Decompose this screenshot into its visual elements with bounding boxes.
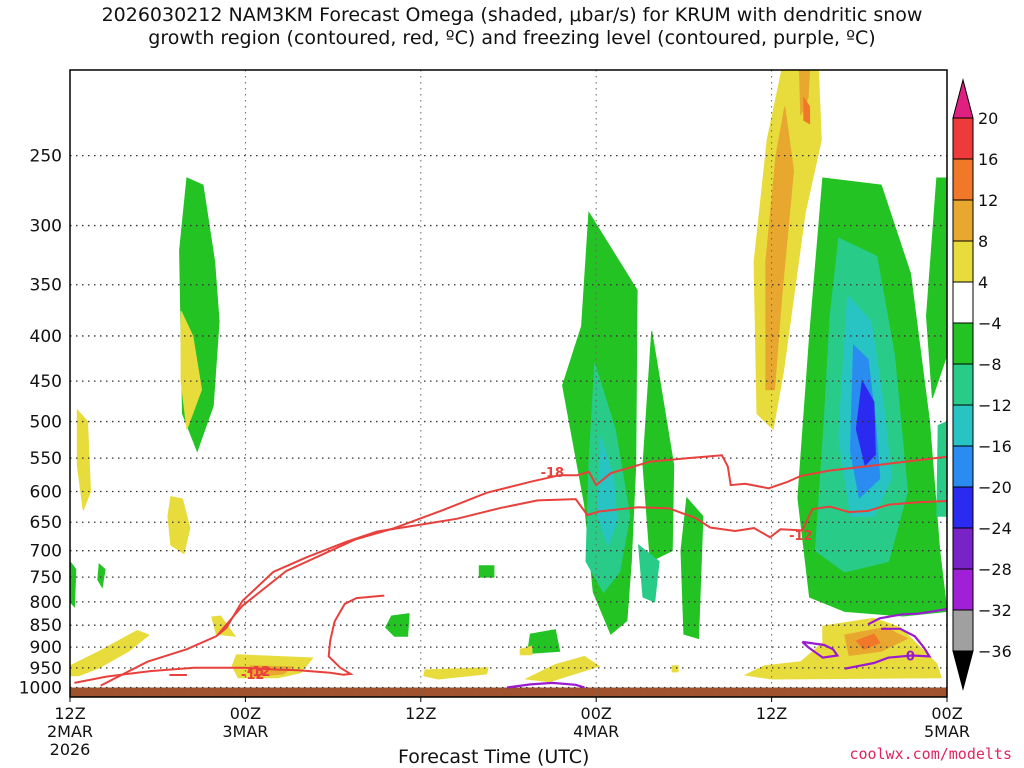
omega-shaded-region	[423, 667, 489, 680]
colorbar-box	[952, 609, 974, 652]
colorbar-tick-label: −8	[978, 355, 1002, 374]
time-tick-date: 4MAR	[573, 722, 619, 741]
omega-shaded-region	[638, 544, 660, 603]
colorbar-tick-label: 4	[978, 273, 988, 292]
pressure-tick-label: 750	[30, 568, 62, 588]
time-tick-date: 2MAR	[47, 722, 93, 741]
dgz-contour-label: -12	[789, 529, 813, 544]
pressure-tick-label: 700	[30, 542, 62, 562]
chart-title-line-1: 2026030212 NAM3KM Forecast Omega (shaded…	[101, 4, 923, 26]
dgz-contour	[100, 498, 948, 687]
omega-shaded-region	[925, 177, 948, 398]
pressure-tick-label: 850	[30, 616, 62, 636]
colorbar-tick-label: 8	[978, 232, 988, 251]
time-tick-label: 12Z	[54, 704, 85, 723]
colorbar-tick-label: −4	[978, 314, 1002, 333]
colorbar-box	[952, 568, 974, 611]
ground-surface	[70, 687, 947, 697]
omega-shaded-region	[180, 310, 203, 430]
freezing-contour-label: 0	[906, 650, 915, 665]
omega-shaded-region	[385, 613, 410, 637]
pressure-tick-label: 450	[30, 372, 62, 392]
pressure-tick-label: 800	[30, 593, 62, 613]
dgz-contour-label: -12	[241, 668, 265, 683]
colorbar-bottom-arrow	[952, 650, 974, 691]
time-tick-label: 12Z	[756, 704, 787, 723]
colorbar-tick-label: −12	[978, 396, 1012, 415]
plot-frame	[69, 69, 948, 698]
colorbar-box	[952, 240, 974, 283]
time-tick-label: 00Z	[931, 704, 962, 723]
freezing-level-contour	[506, 681, 585, 689]
pressure-tick-label: 950	[30, 659, 62, 679]
colorbar-tick-label: 16	[978, 150, 998, 169]
pressure-tick-label: 650	[30, 513, 62, 533]
colorbar-box	[952, 322, 974, 365]
omega-shaded-region	[642, 331, 675, 563]
omega-shaded-region	[211, 615, 237, 637]
omega-shaded-region	[671, 665, 679, 673]
time-tick-year: 2026	[50, 740, 91, 759]
time-tick-date: 3MAR	[222, 722, 268, 741]
time-tick-label: 00Z	[230, 704, 261, 723]
colorbar-tick-label: 12	[978, 191, 998, 210]
colorbar-box	[952, 117, 974, 160]
time-tick-label: 12Z	[405, 704, 436, 723]
pressure-tick-label: 900	[30, 638, 62, 658]
pressure-tick-label: 400	[30, 327, 62, 347]
pressure-tick-label: 500	[30, 413, 62, 433]
omega-shaded-region	[680, 496, 704, 640]
freezing-level-contour	[867, 607, 948, 626]
freezing-level-contour	[844, 627, 932, 670]
colorbar-box	[952, 281, 974, 324]
colorbar-box	[952, 527, 974, 570]
x-axis-label: Forecast Time (UTC)	[398, 746, 590, 768]
colorbar-box	[952, 199, 974, 242]
omega-shaded-region	[519, 645, 533, 656]
colorbar-tick-label: −24	[978, 519, 1012, 538]
colorbar-box	[952, 363, 974, 406]
colorbar-tick-label: −28	[978, 560, 1012, 579]
chart-title: 2026030212 NAM3KM Forecast Omega (shaded…	[0, 4, 1024, 50]
credit-text: coolwx.com/modelts	[849, 745, 1012, 763]
colorbar-top-arrow	[952, 78, 974, 119]
colorbar-box	[952, 404, 974, 447]
pressure-tick-label: 550	[30, 449, 62, 469]
omega-shaded-region	[524, 655, 601, 683]
dgz-contour-label: -12	[247, 665, 271, 680]
pressure-tick-label: 300	[30, 217, 62, 237]
omega-shaded-region	[167, 495, 191, 555]
colorbar-box	[952, 486, 974, 529]
colorbar-tick-label: −36	[978, 642, 1012, 661]
colorbar-tick-label: −16	[978, 437, 1012, 456]
chart-title-line-2: growth region (contoured, red, ºC) and f…	[148, 27, 876, 49]
colorbar-box	[952, 445, 974, 488]
pressure-tick-label: 1000	[19, 679, 62, 699]
time-tick-label: 00Z	[581, 704, 612, 723]
colorbar-tick-label: −32	[978, 601, 1012, 620]
pressure-tick-label: 350	[30, 276, 62, 296]
omega-shaded-region	[478, 565, 495, 578]
omega-shaded-region	[803, 96, 811, 125]
time-tick-date: 5MAR	[924, 722, 970, 741]
dgz-contour	[74, 594, 385, 684]
freezing-level-contour	[801, 640, 840, 659]
colorbar-tick-label: −20	[978, 478, 1012, 497]
colorbar-box	[952, 158, 974, 201]
omega-shaded-region	[855, 633, 881, 650]
pressure-tick-label: 250	[30, 147, 62, 167]
omega-shaded-region	[765, 106, 795, 391]
dgz-contour-label: -18	[541, 466, 565, 481]
colorbar-tick-label: 20	[978, 109, 998, 128]
omega-shaded-region	[76, 408, 92, 511]
pressure-tick-label: 600	[30, 483, 62, 503]
omega-shaded-region	[97, 563, 106, 589]
omega-shaded-region	[69, 629, 150, 677]
omega-shaded-region	[69, 559, 77, 608]
omega-shaded-region	[597, 436, 618, 547]
